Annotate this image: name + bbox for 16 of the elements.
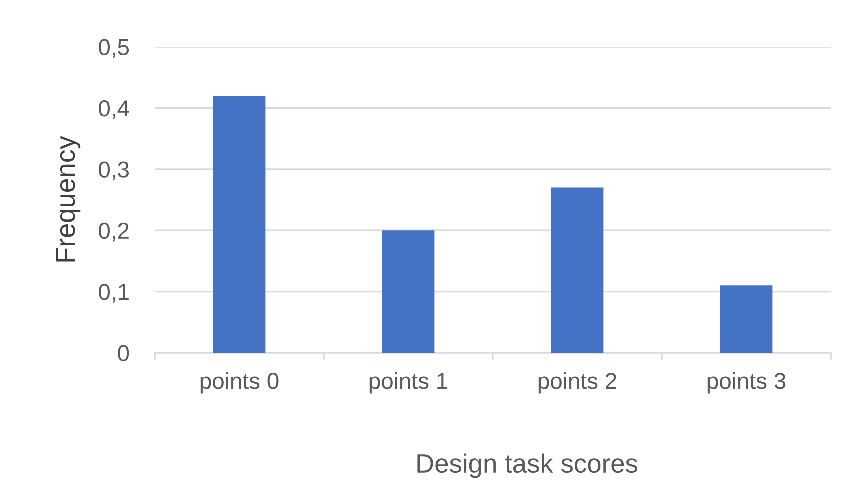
y-tick-label: 0,4 xyxy=(99,100,130,120)
y-tick-label: 0,1 xyxy=(99,284,129,304)
bar xyxy=(720,286,773,353)
x-tick-label: points 3 xyxy=(708,372,786,394)
bar xyxy=(213,96,266,353)
y-tick-label: 0,3 xyxy=(99,162,129,181)
x-axis-title: Design task scores xyxy=(418,454,638,478)
y-axis-title: Frequency xyxy=(56,136,81,262)
x-tick-label: points 0 xyxy=(200,372,279,394)
y-tick-label: 0,5 xyxy=(99,39,130,58)
bar xyxy=(382,230,435,353)
x-tick-label: points 2 xyxy=(538,372,616,394)
y-tick-label: 0,2 xyxy=(99,222,129,242)
bar xyxy=(551,188,604,353)
x-tick-label: points 1 xyxy=(370,372,448,394)
y-tick-label: 0 xyxy=(118,345,130,362)
